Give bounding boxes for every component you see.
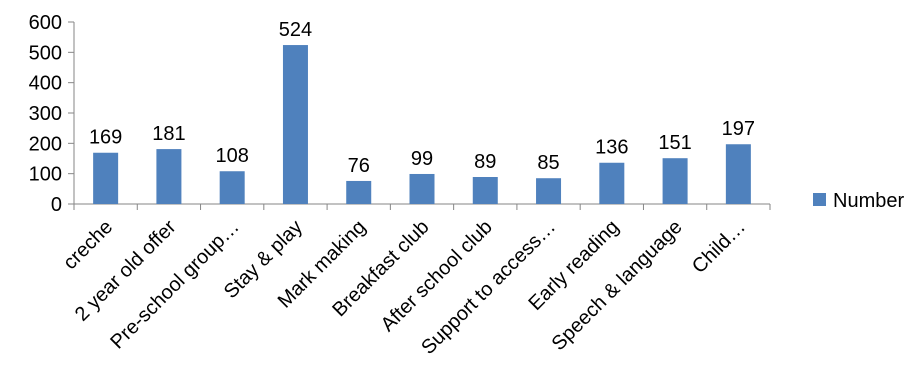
legend-label-number: Number (833, 190, 904, 212)
data-label: 151 (658, 132, 691, 154)
y-tick-label: 600 (29, 12, 62, 34)
data-label: 85 (537, 152, 559, 174)
data-labels: 169 181 108 524 76 99 89 85 136 151 197 (89, 19, 755, 177)
data-label: 99 (411, 148, 433, 170)
data-label: 524 (279, 19, 312, 41)
bar (472, 177, 498, 204)
bar (93, 152, 119, 204)
bar (409, 173, 435, 204)
bar (662, 158, 688, 204)
y-tick-label: 300 (29, 103, 62, 125)
bar (219, 171, 245, 204)
data-label: 76 (348, 155, 370, 177)
bar (536, 178, 562, 204)
bar (599, 162, 625, 204)
data-label: 89 (474, 151, 496, 173)
legend-swatch (813, 193, 826, 206)
y-tick-label: 400 (29, 73, 62, 95)
y-tick-label: 100 (29, 164, 62, 186)
y-tick-label: 0 (51, 194, 62, 216)
x-tick-label: Child… (688, 216, 750, 278)
x-tick-label: creche (59, 216, 117, 274)
y-tick-label: 500 (29, 42, 62, 64)
bar (156, 149, 182, 204)
data-label: 169 (89, 127, 122, 149)
bar (346, 180, 372, 204)
legend: Number (813, 190, 904, 212)
x-tick-label: After school club (377, 216, 497, 336)
data-label: 108 (215, 145, 248, 167)
y-tick-label: 200 (29, 133, 62, 155)
bar (725, 144, 751, 204)
bars (93, 45, 751, 205)
bar (282, 45, 308, 205)
data-label: 136 (595, 137, 628, 159)
data-label: 197 (722, 118, 755, 140)
data-label: 181 (152, 123, 185, 145)
